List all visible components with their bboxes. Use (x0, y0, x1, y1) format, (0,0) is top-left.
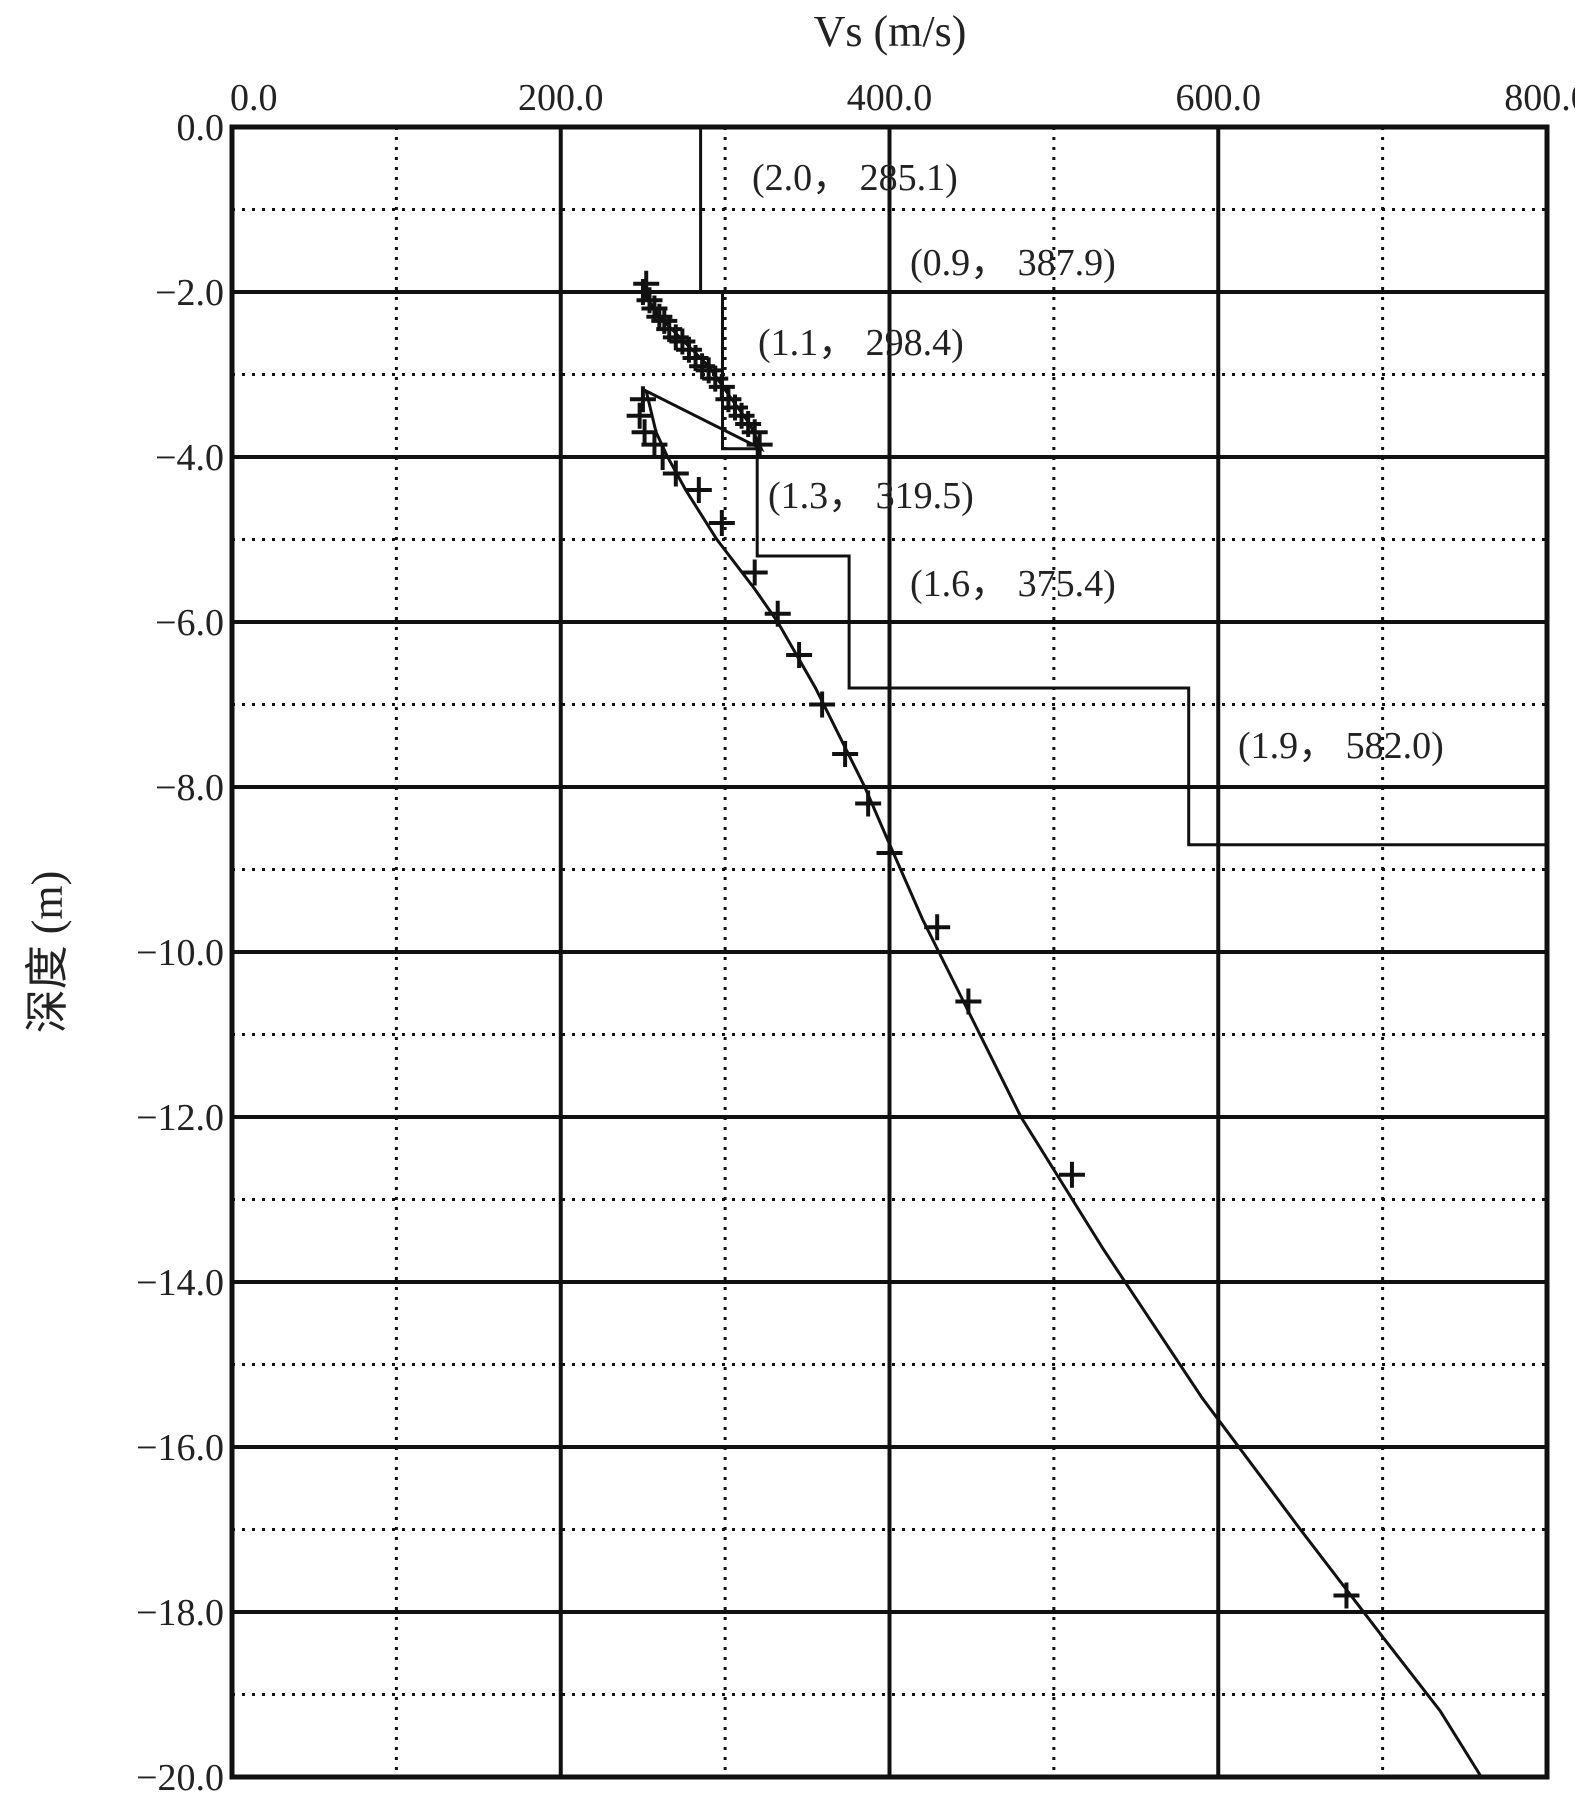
plot-frame (229, 124, 1550, 1780)
plus-marker (662, 460, 689, 487)
plus-marker (832, 741, 859, 767)
plus-marker (662, 324, 689, 351)
plus-marker (1058, 1161, 1085, 1188)
annotation-label: (1.9， 582.0) (1238, 725, 1444, 767)
x-tick-label: 400.0 (847, 77, 933, 119)
plus-marker (629, 386, 656, 413)
y-tick-labels: 0.0 −2.0 −4.0 −6.0 −8.0 −10.0 −12.0 −14.0 −16.0 −… (136, 107, 224, 1793)
y-tick-label: −6.0 (155, 602, 224, 644)
major-gridlines (232, 127, 1547, 1777)
y-tick-label: −8.0 (155, 767, 224, 809)
x-tick-label: 600.0 (1176, 77, 1262, 119)
annotation-label: (2.0， 285.1) (752, 157, 958, 199)
annotation-label: (1.1， 298.4) (758, 322, 964, 364)
series-layer (626, 127, 1547, 1778)
plus-marker (855, 790, 882, 817)
y-tick-label: −10.0 (136, 932, 224, 974)
plus-marker (924, 914, 951, 941)
y-axis-title: 深度 (m) (23, 871, 72, 1034)
plus-marker (786, 642, 813, 668)
y-tick-label: −12.0 (136, 1097, 224, 1139)
plus-marker (1333, 1582, 1360, 1609)
plus-marker (746, 431, 773, 458)
plus-marker (809, 691, 836, 718)
plus-marker (876, 840, 903, 866)
plus-marker (764, 600, 791, 627)
annotation-label: (0.9， 387.9) (910, 242, 1116, 284)
plus-marker (689, 353, 716, 380)
y-tick-label: −20.0 (136, 1757, 224, 1793)
y-tick-label: 0.0 (177, 107, 225, 149)
plus-marker (708, 510, 735, 536)
y-tick-label: −16.0 (136, 1427, 224, 1469)
x-tick-label: 0.0 (230, 77, 278, 119)
x-axis-title: Vs (m/s) (814, 7, 967, 56)
x-tick-label: 200.0 (518, 77, 604, 119)
plus-marker (741, 419, 768, 446)
y-tick-label: −2.0 (155, 272, 224, 314)
annotation-labels: (2.0， 285.1) (0.9， 387.9) (1.1， 298.4) (… (752, 157, 1444, 767)
plus-marker (685, 477, 712, 503)
y-tick-label: −18.0 (136, 1592, 224, 1634)
x-tick-label: 800.0 (1504, 77, 1575, 119)
plus-marker (626, 402, 653, 429)
plus-marker (955, 988, 982, 1015)
annotation-label: (1.6， 375.4) (910, 563, 1116, 605)
plus-marker (741, 559, 768, 586)
y-tick-label: −4.0 (155, 437, 224, 479)
plus-marker (649, 444, 676, 470)
plus-marker (633, 270, 660, 297)
plus-marker (708, 373, 735, 400)
plus-marker-group (626, 270, 1360, 1609)
y-tick-label: −14.0 (136, 1262, 224, 1304)
step-profile-line (699, 127, 1547, 847)
x-tick-labels: 0.0 200.0 400.0 600.0 800.0 (230, 77, 1575, 119)
annotation-label: (1.3， 319.5) (768, 475, 974, 517)
